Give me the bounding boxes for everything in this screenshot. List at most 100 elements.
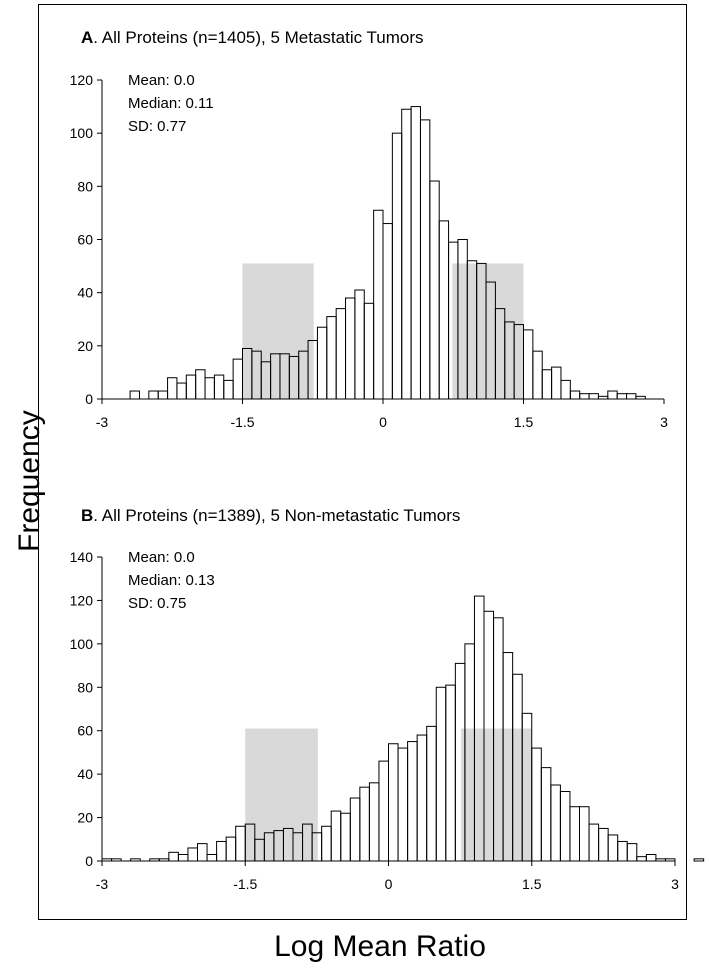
histogram-bar-a: [204, 377, 215, 400]
chart-title-letter-a: A: [81, 28, 93, 47]
x-tick-label-a: 0: [379, 414, 387, 430]
histogram-bar-b: [617, 840, 628, 862]
histogram-bar-b: [540, 767, 552, 862]
histogram-bar-a: [588, 393, 599, 400]
y-tick-label-b: 20: [77, 810, 93, 826]
histogram-bar-b: [598, 827, 609, 862]
histogram-bar-b: [636, 856, 647, 862]
chart-title-letter-b: B: [81, 506, 93, 525]
histogram-bar-a: [429, 180, 440, 400]
histogram-bar-a: [579, 393, 590, 400]
histogram-bar-b: [235, 825, 246, 862]
y-tick-label-a: 0: [85, 391, 93, 407]
y-tick-label-b: 100: [70, 636, 94, 652]
histogram-bar-a: [438, 220, 450, 400]
histogram-bar-a: [176, 382, 187, 400]
histogram-bar-b: [397, 747, 409, 862]
y-tick-label-a: 120: [70, 72, 94, 88]
shaded-region-b-1: [461, 728, 532, 861]
histogram-bar-a: [391, 132, 403, 400]
histogram-bar-b: [645, 853, 657, 862]
histogram-bar-a: [345, 297, 356, 400]
stats-annotation-a: Mean: 0.0: [128, 72, 195, 89]
histogram-bar-b: [330, 810, 342, 862]
x-tick-label-b: -3: [96, 876, 109, 892]
histogram-bar-a: [551, 366, 562, 400]
x-tick-label-b: -1.5: [233, 876, 257, 892]
histogram-bar-a: [382, 223, 393, 400]
y-tick-label-b: 0: [85, 853, 93, 869]
y-tick-label-b: 40: [77, 766, 93, 782]
histogram-bar-b: [588, 823, 600, 862]
histogram-bar-a: [354, 289, 365, 400]
histogram-bar-b: [378, 760, 390, 862]
x-tick-label-b: 0: [385, 876, 393, 892]
stats-annotation-b: Median: 0.13: [128, 572, 215, 589]
histogram-bar-b: [426, 725, 437, 862]
histogram-bar-a: [223, 379, 234, 400]
histogram-bar-b: [368, 782, 380, 862]
y-tick-label-b: 80: [77, 679, 93, 695]
y-tick-label-a: 60: [77, 232, 93, 248]
chart-title-text-b: . All Proteins (n=1389), 5 Non-metastati…: [93, 506, 460, 525]
x-tick-label-a: 1.5: [514, 414, 534, 430]
histogram-bar-b: [206, 853, 218, 862]
y-tick-label-b: 60: [77, 723, 93, 739]
histogram-bar-b: [388, 743, 399, 862]
histogram-bar-a: [560, 379, 571, 400]
histogram-bar-b: [359, 786, 370, 862]
histogram-bar-a: [523, 329, 534, 400]
shaded-region-b-0: [245, 728, 318, 861]
histogram-bar-b: [607, 834, 619, 862]
histogram-bar-a: [541, 369, 553, 400]
histogram-bar-b: [407, 741, 418, 862]
chart-frame: [38, 4, 687, 920]
histogram-bar-b: [550, 784, 561, 862]
histogram-bar-a: [373, 209, 384, 400]
stats-annotation-a: Median: 0.11: [128, 95, 214, 112]
histogram-bar-a: [401, 108, 412, 400]
histogram-bar-b: [531, 747, 542, 862]
histogram-bar-b: [177, 853, 189, 862]
y-tick-label-a: 100: [70, 125, 94, 141]
histogram-bar-a: [167, 377, 178, 400]
histogram-bar-a: [232, 358, 243, 400]
x-tick-label-a: -1.5: [230, 414, 254, 430]
stats-annotation-b: Mean: 0.0: [128, 549, 195, 566]
histogram-bar-a: [213, 374, 225, 400]
y-tick-label-b: 120: [70, 592, 94, 608]
y-tick-label-a: 80: [77, 178, 93, 194]
histogram-bar-b: [340, 812, 351, 862]
histogram-bar-b: [693, 858, 705, 862]
stats-annotation-b: SD: 0.75: [128, 595, 186, 612]
chart-title-b: B. All Proteins (n=1389), 5 Non-metastat…: [81, 506, 460, 525]
histogram-bar-b: [349, 797, 361, 862]
histogram-bar-a: [616, 393, 628, 400]
histogram-bar-a: [129, 390, 140, 400]
histogram-bar-a: [419, 119, 431, 400]
histogram-bar-a: [335, 308, 347, 400]
histogram-bar-a: [363, 302, 375, 400]
histogram-bar-a: [316, 326, 328, 400]
histogram-bar-b: [445, 684, 456, 862]
y-tick-label-b: 140: [70, 549, 94, 565]
histogram-bar-b: [559, 791, 571, 862]
shaded-region-a-0: [242, 263, 314, 399]
y-tick-label-a: 40: [77, 285, 93, 301]
histogram-bar-b: [216, 840, 227, 862]
histogram-bar-a: [148, 390, 159, 400]
histogram-bar-b: [168, 851, 179, 862]
histogram-bar-b: [579, 806, 590, 862]
x-axis-label: Log Mean Ratio: [274, 930, 486, 963]
histogram-bar-b: [569, 806, 581, 862]
histogram-bar-b: [416, 734, 428, 862]
histogram-bar-a: [626, 393, 637, 400]
x-tick-label-b: 1.5: [522, 876, 542, 892]
chart-title-a: A. All Proteins (n=1405), 5 Metastatic T…: [81, 28, 424, 47]
histogram-bar-b: [321, 825, 332, 862]
x-tick-label-b: 3: [671, 876, 679, 892]
stats-annotation-a: SD: 0.77: [128, 118, 186, 135]
histogram-bar-b: [626, 843, 638, 862]
histogram-bar-b: [435, 686, 447, 862]
